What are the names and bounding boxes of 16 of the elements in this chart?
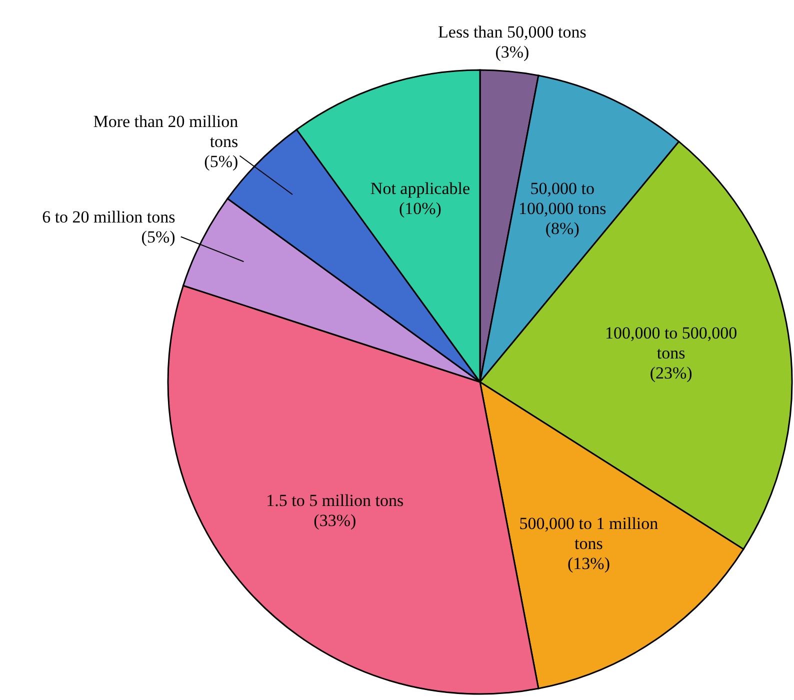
data-label: (23%) [650, 364, 692, 383]
slice-label: More than 20 million tons [93, 112, 239, 152]
data-label: (13%) [567, 554, 610, 573]
slice-label: Less than 50,000 tons [438, 22, 586, 42]
data-label: (5%) [141, 228, 176, 247]
data-label: (33%) [314, 510, 356, 530]
slice-label: 6 to 20 million tons [42, 208, 176, 227]
slice-label: 50,000 to 100,000 tons [518, 178, 606, 218]
data-label: (3%) [495, 42, 530, 62]
data-label: (10%) [398, 199, 442, 218]
slice-label: Not applicable [370, 179, 470, 198]
data-label: (8%) [545, 218, 580, 238]
slice-label: 100,000 to 500,000 tons [604, 324, 738, 363]
slice-label: 500,000 to 1 million tons [519, 514, 659, 553]
slice-label: 1.5 to 5 million tons [266, 490, 404, 510]
data-label: (5%) [204, 152, 238, 172]
